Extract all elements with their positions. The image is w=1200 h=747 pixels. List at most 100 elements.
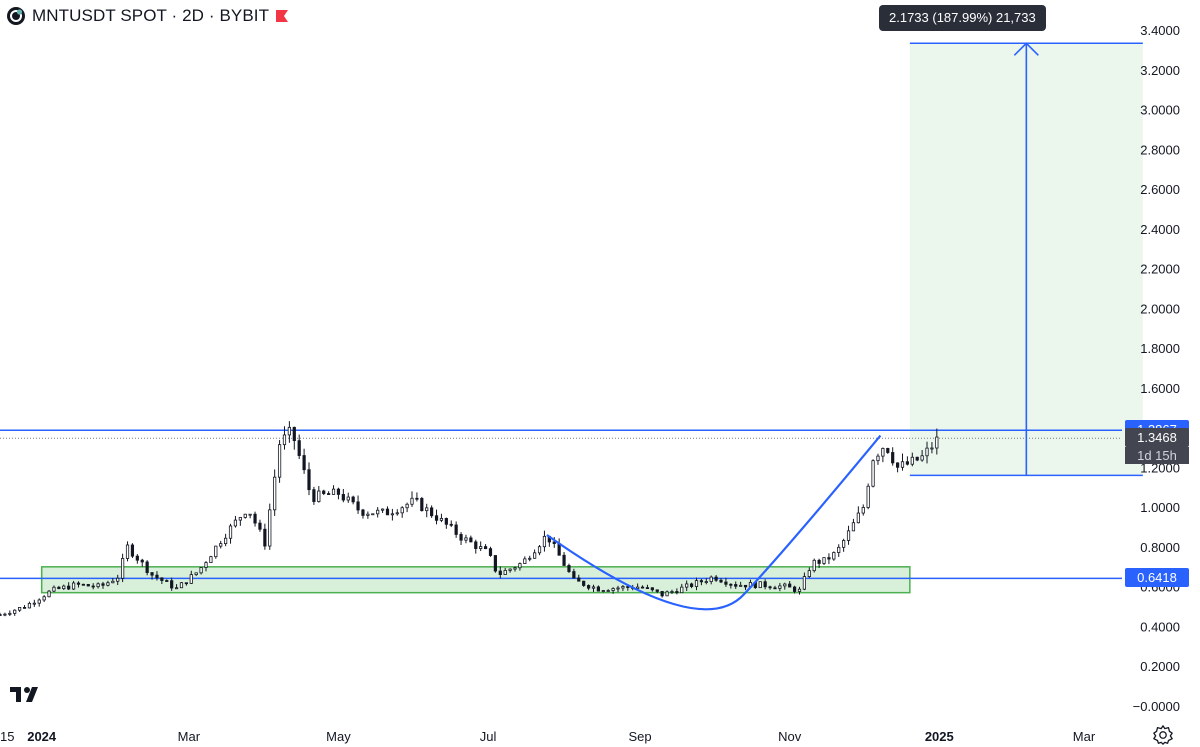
candle bbox=[807, 567, 811, 578]
candle bbox=[469, 535, 473, 543]
candle bbox=[331, 485, 336, 495]
candle bbox=[503, 567, 507, 575]
candle bbox=[37, 598, 41, 607]
candle bbox=[459, 532, 463, 545]
mantle-logo-icon bbox=[7, 7, 25, 25]
candle bbox=[513, 566, 517, 572]
y-tick-label: 2.6000 bbox=[1140, 182, 1180, 197]
candle bbox=[616, 585, 620, 593]
cup-curve bbox=[546, 434, 882, 611]
candle bbox=[361, 508, 365, 519]
candle bbox=[130, 543, 135, 559]
candle bbox=[32, 599, 36, 607]
candle bbox=[832, 551, 836, 561]
candle bbox=[719, 577, 723, 584]
y-tick-label: 0.2000 bbox=[1140, 659, 1180, 674]
candle bbox=[768, 585, 772, 590]
candle bbox=[900, 453, 905, 471]
candle bbox=[277, 440, 282, 483]
candle bbox=[861, 504, 865, 516]
candle bbox=[101, 581, 105, 589]
candle bbox=[96, 582, 100, 589]
candle bbox=[395, 509, 399, 516]
y-tick-label: 0.8000 bbox=[1140, 540, 1180, 555]
candle bbox=[71, 580, 76, 590]
candle bbox=[699, 578, 703, 586]
candle bbox=[439, 513, 444, 523]
candle bbox=[125, 541, 130, 562]
candle bbox=[405, 502, 409, 513]
candle bbox=[140, 558, 144, 567]
gear-icon[interactable] bbox=[1152, 724, 1174, 746]
candle bbox=[743, 584, 748, 591]
candle bbox=[518, 562, 522, 571]
candle bbox=[739, 581, 743, 587]
candle bbox=[3, 612, 7, 617]
candle bbox=[734, 581, 738, 589]
y-tick-label: −0.0000 bbox=[1133, 699, 1180, 714]
candle bbox=[665, 590, 669, 597]
candle bbox=[655, 589, 659, 594]
candle bbox=[660, 591, 664, 598]
candle bbox=[675, 588, 679, 595]
candle bbox=[165, 579, 169, 582]
candle bbox=[434, 509, 439, 525]
candle bbox=[184, 582, 188, 586]
candle bbox=[557, 538, 561, 556]
candle bbox=[523, 556, 527, 565]
candle bbox=[135, 554, 139, 564]
candle bbox=[273, 469, 277, 516]
candle bbox=[582, 580, 586, 587]
candle bbox=[13, 609, 17, 616]
candle bbox=[601, 589, 605, 593]
flag-icon[interactable] bbox=[275, 9, 289, 23]
candle bbox=[905, 456, 909, 466]
candle bbox=[76, 581, 81, 588]
candle bbox=[596, 585, 600, 592]
candle bbox=[542, 530, 547, 552]
candle bbox=[224, 533, 228, 547]
candle bbox=[22, 605, 27, 609]
bar-countdown: 1d 15h bbox=[1125, 447, 1189, 465]
candle bbox=[449, 520, 453, 528]
candle bbox=[341, 488, 345, 503]
candle bbox=[704, 578, 708, 585]
candle bbox=[822, 557, 826, 566]
measure-arrow-head bbox=[1013, 42, 1039, 56]
candle bbox=[797, 586, 802, 595]
candle bbox=[42, 595, 46, 603]
candle bbox=[380, 508, 385, 513]
tradingview-logo-icon[interactable] bbox=[10, 684, 46, 704]
candle bbox=[268, 503, 272, 550]
candle bbox=[773, 585, 777, 590]
candle bbox=[199, 567, 203, 575]
y-tick-label: 1.8000 bbox=[1140, 341, 1180, 356]
candle bbox=[91, 583, 95, 590]
x-tick-label: Mar bbox=[1073, 729, 1096, 744]
x-tick-label: 15 bbox=[0, 729, 14, 744]
candle bbox=[18, 607, 22, 612]
symbol-title[interactable]: MNTUSDT SPOT · 2D · BYBIT bbox=[32, 6, 270, 25]
candle bbox=[248, 513, 252, 519]
candle bbox=[170, 577, 174, 591]
candle bbox=[886, 447, 890, 454]
candle bbox=[866, 483, 870, 510]
x-tick-label: May bbox=[326, 729, 351, 744]
candle bbox=[410, 491, 414, 507]
candle bbox=[645, 584, 650, 590]
candle bbox=[307, 462, 311, 496]
candle bbox=[150, 572, 154, 580]
candle bbox=[842, 538, 846, 552]
x-tick-label: Jul bbox=[480, 729, 497, 744]
candle bbox=[116, 574, 120, 586]
candle bbox=[376, 507, 380, 518]
candle bbox=[640, 585, 645, 589]
candle bbox=[533, 549, 537, 559]
y-tick-label: 1.0000 bbox=[1140, 500, 1180, 515]
candle bbox=[258, 519, 262, 532]
candle bbox=[483, 544, 488, 550]
candle bbox=[263, 523, 267, 550]
candle bbox=[871, 459, 875, 488]
candle bbox=[537, 545, 542, 556]
